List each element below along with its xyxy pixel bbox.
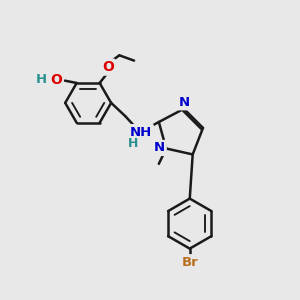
Text: O: O — [102, 60, 114, 74]
Text: O: O — [50, 73, 62, 87]
Text: N: N — [178, 96, 189, 109]
Text: NH: NH — [130, 125, 152, 139]
Text: Br: Br — [182, 256, 198, 269]
Text: H: H — [36, 73, 47, 86]
Text: H: H — [128, 137, 138, 150]
Text: N: N — [154, 141, 165, 154]
